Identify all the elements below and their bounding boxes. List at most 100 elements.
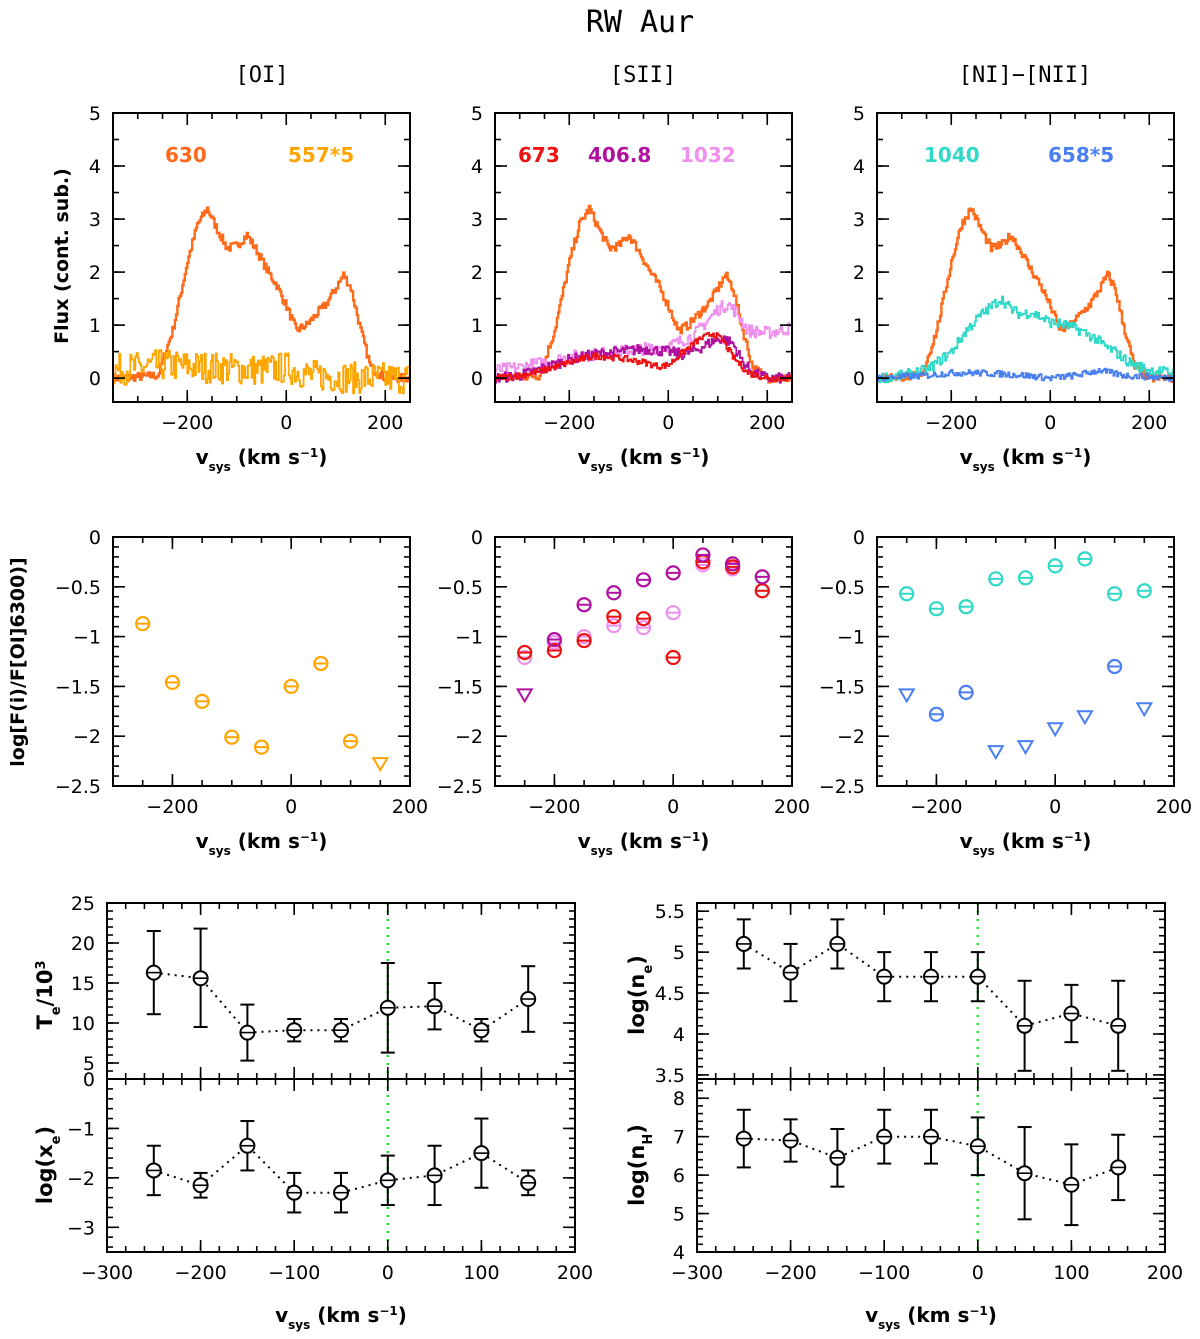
y-tick-label: −2.5 xyxy=(437,776,483,798)
y-tick-label: −2 xyxy=(67,1168,95,1190)
x-tick-label: 200 xyxy=(1147,1262,1183,1284)
xe-xlabel: vsys (km s−1) xyxy=(275,1303,407,1332)
y-tick-label: 4 xyxy=(673,1242,685,1264)
y-tick-label: −1 xyxy=(67,1118,95,1140)
x-tick-label: 100 xyxy=(463,1262,499,1284)
spectrum-line-630 xyxy=(877,207,1174,383)
y-tick-label: 0 xyxy=(471,527,483,549)
nh-trend-line xyxy=(743,1135,1119,1186)
x-tick-label: 0 xyxy=(972,1262,984,1284)
y-tick-label: 0 xyxy=(89,368,101,390)
y-tick-label: 6 xyxy=(673,1165,685,1187)
ne-ticks: 3.5 4 4.5 5 5.5 xyxy=(655,901,1166,1087)
spectra-sii-series xyxy=(495,204,792,384)
y-tick-label: 4 xyxy=(471,156,483,178)
y-tick-label: −3 xyxy=(67,1217,95,1239)
y-tick-label: 2 xyxy=(471,262,483,284)
y-tick-label: 3 xyxy=(471,209,483,231)
y-tick-label: 0 xyxy=(853,527,865,549)
y-tick-label: −1.5 xyxy=(55,676,101,698)
y-tick-label: 5 xyxy=(89,103,101,125)
y-tick-label: 7 xyxy=(673,1127,685,1149)
ratio-ni-ticks: −200 0 200 0 −0.5 −1 −1.5 −2 −2.5 xyxy=(819,527,1192,818)
te-ylabel: Te/103 xyxy=(33,960,64,1029)
y-tick-label: −2.5 xyxy=(55,776,101,798)
column-title-sii: [SII] xyxy=(610,63,676,88)
spectrum-line-1040 xyxy=(877,295,1174,384)
x-tick-label: 100 xyxy=(1053,1262,1089,1284)
y-tick-label: 1 xyxy=(853,315,865,337)
y-tick-label: −0.5 xyxy=(55,577,101,599)
x-tick-label: −300 xyxy=(81,1262,133,1284)
y-tick-label: 10 xyxy=(71,1013,95,1035)
y-tick-label: −1 xyxy=(455,627,483,649)
te-frame xyxy=(106,902,576,1080)
spectra-ni-series xyxy=(877,207,1174,384)
y-tick-label: −0.5 xyxy=(437,577,483,599)
x-tick-label: −200 xyxy=(175,1262,227,1284)
y-tick-label: 5.5 xyxy=(655,901,685,923)
y-tick-label: 5 xyxy=(673,942,685,964)
x-tick-label: 0 xyxy=(1049,796,1061,818)
x-tick-label: −200 xyxy=(910,796,962,818)
y-tick-label: 5 xyxy=(853,103,865,125)
legend-nii-658: 658*5 xyxy=(1048,143,1114,167)
ratio-ni-frame xyxy=(876,536,1175,787)
y-tick-label: 5 xyxy=(673,1204,685,1226)
upper-limit-marker xyxy=(515,688,534,704)
y-tick-label: 25 xyxy=(71,893,95,915)
upper-limit-marker xyxy=(1135,702,1154,718)
x-tick-label: −200 xyxy=(765,1262,817,1284)
ratio-oi-ticks: −200 0 200 0 −0.5 −1 −1.5 −2 −2.5 xyxy=(55,527,428,818)
y-tick-label: −2 xyxy=(455,726,483,748)
x-tick-label: 0 xyxy=(667,796,679,818)
x-tick-label: −200 xyxy=(528,796,580,818)
xe-ticks: −300 −200 −100 0 100 200 0 −1 −2 −3 xyxy=(67,1069,593,1284)
ratio-sii-ticks: −200 0 200 0 −0.5 −1 −1.5 −2 −2.5 xyxy=(437,527,810,818)
x-tick-label: 0 xyxy=(285,796,297,818)
y-tick-label: −1 xyxy=(837,627,865,649)
y-tick-label: 15 xyxy=(71,973,95,995)
ratio-ylabel: log[F(i)/F[OI]6300)] xyxy=(7,557,29,766)
spectra-oi-xlabel: vsys (km s−1) xyxy=(196,445,328,474)
y-tick-label: 4 xyxy=(89,156,101,178)
te-trend-line xyxy=(153,971,529,1034)
xe-ylabel: log(xe) xyxy=(33,1126,64,1204)
column-title-oi: [OI] xyxy=(236,63,289,88)
legend-sii-406: 406.8 xyxy=(588,143,651,167)
x-tick-label: 200 xyxy=(367,412,403,434)
column-title-ni-nii: [NI]−[NII] xyxy=(959,63,1091,88)
spectra-ni-xlabel: vsys (km s−1) xyxy=(960,445,1092,474)
ne-ylabel: log(ne) xyxy=(625,955,656,1035)
x-tick-label: −100 xyxy=(858,1262,910,1284)
nh-ylabel: log(nH) xyxy=(625,1124,656,1206)
xe-frame xyxy=(106,1078,576,1253)
nh-xlabel: vsys (km s−1) xyxy=(865,1303,997,1332)
y-tick-label: 2 xyxy=(853,262,865,284)
x-tick-label: −300 xyxy=(671,1262,723,1284)
y-tick-label: 5 xyxy=(471,103,483,125)
spectrum-line-673 xyxy=(495,332,792,382)
x-tick-label: 0 xyxy=(280,412,292,434)
x-tick-label: 0 xyxy=(382,1262,394,1284)
y-tick-label: −2 xyxy=(837,726,865,748)
y-tick-label: 3.5 xyxy=(655,1065,685,1087)
y-tick-label: −1 xyxy=(73,627,101,649)
spectra-sii-ticks: −200 0 200 0 1 2 3 4 5 xyxy=(471,103,793,434)
y-tick-label: 1 xyxy=(89,315,101,337)
x-tick-label: 200 xyxy=(1156,796,1192,818)
y-tick-label: 0 xyxy=(471,368,483,390)
y-tick-label: 8 xyxy=(673,1088,685,1110)
ratio-sii-xlabel: vsys (km s−1) xyxy=(578,829,710,858)
y-tick-label: 20 xyxy=(71,933,95,955)
spectra-sii-xlabel: vsys (km s−1) xyxy=(578,445,710,474)
upper-limit-marker xyxy=(987,745,1005,761)
spectra-oi-ticks: −200 0 200 0 1 2 3 4 5 xyxy=(89,103,411,434)
spectra-ylabel: Flux (cont. sub.) xyxy=(51,168,73,344)
upper-limit-marker xyxy=(1046,722,1064,738)
x-tick-label: −200 xyxy=(146,796,198,818)
y-tick-label: 3 xyxy=(853,209,865,231)
y-tick-label: −1.5 xyxy=(437,676,483,698)
ratio-oi-xlabel: vsys (km s−1) xyxy=(196,829,328,858)
